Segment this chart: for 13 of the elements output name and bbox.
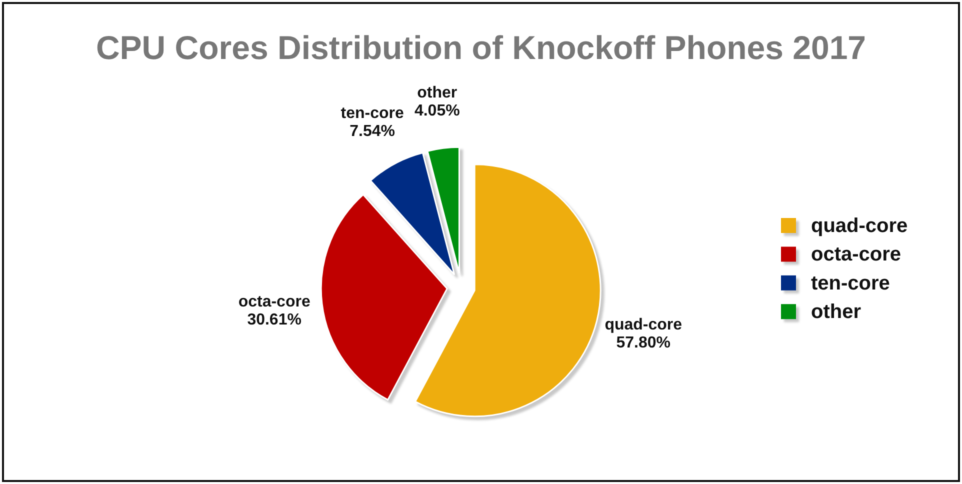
legend-label: ten-core	[811, 272, 890, 294]
slice-label: octa-core	[238, 293, 310, 310]
slice-label: other	[417, 84, 458, 102]
slice-label: ten-core	[340, 105, 404, 122]
legend-label: octa-core	[811, 244, 902, 266]
legend-label: other	[811, 301, 862, 324]
slice-label: quad-core	[604, 316, 682, 334]
chart-title: CPU Cores Distribution of Knockoff Phones 2017	[96, 29, 866, 66]
data-label: 57.80%	[616, 334, 671, 352]
data-label: 4.05%	[414, 102, 460, 120]
data-label: 7.54%	[350, 123, 395, 140]
data-label: 30.61%	[247, 311, 302, 328]
legend-label: quad-core	[811, 215, 908, 237]
